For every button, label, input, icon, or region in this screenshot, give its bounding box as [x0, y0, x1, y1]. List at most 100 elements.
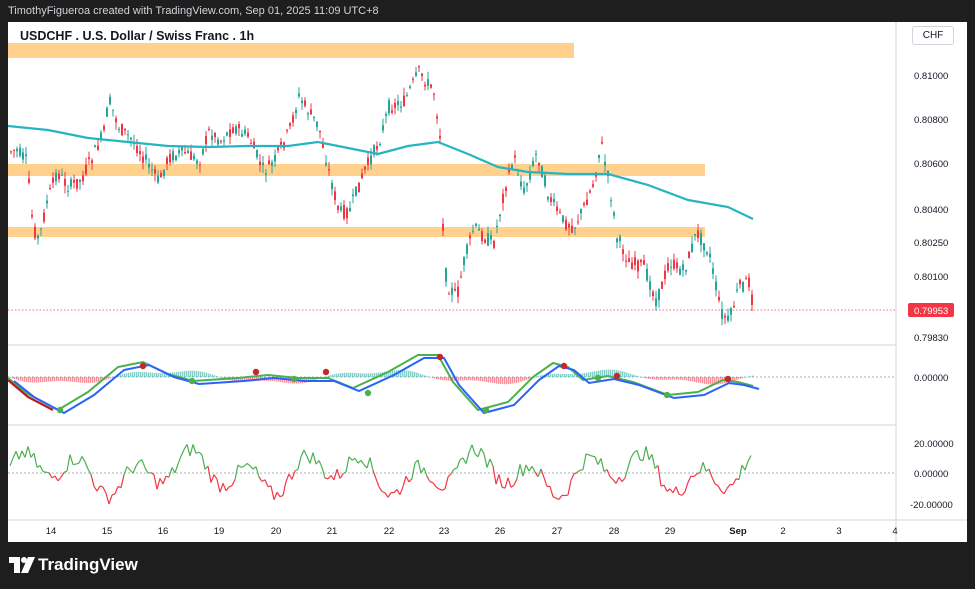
candle-body: [574, 227, 576, 229]
macd-histogram-bar: [122, 374, 124, 377]
candle-body: [445, 268, 447, 282]
macd-histogram-bar: [466, 377, 468, 381]
macd-histogram-bar: [452, 377, 454, 381]
support-zone[interactable]: [8, 227, 705, 237]
oscillator-segment: [90, 474, 95, 487]
date-label: Sep: [729, 526, 747, 537]
macd-histogram-bar: [94, 377, 96, 383]
macd-histogram-bar: [348, 372, 350, 377]
candle-body: [646, 268, 648, 281]
macd-histogram-bar: [460, 377, 462, 381]
oscillator-segment: [339, 473, 344, 479]
macd-cross-dot: [322, 368, 330, 376]
macd-histogram-bar: [438, 377, 440, 380]
oscillator-segment: [162, 475, 167, 485]
candle-body: [364, 166, 366, 170]
oscillator-segment: [168, 467, 173, 478]
oscillator-segment: [69, 454, 74, 465]
candle-body: [544, 175, 546, 187]
macd-histogram-bar: [550, 373, 552, 377]
candle-body: [670, 266, 672, 268]
oscillator-segment: [354, 458, 359, 464]
candle-body: [649, 281, 651, 290]
candle-body: [406, 95, 408, 97]
macd-histogram-bar: [350, 372, 352, 377]
date-label: 22: [384, 526, 395, 537]
oscillator-segment: [42, 470, 47, 473]
attribution-text: TimothyFigueroa created with TradingView…: [8, 5, 379, 17]
candle-body: [565, 219, 567, 230]
macd-histogram-bar: [472, 377, 474, 381]
oscillator-segment: [495, 474, 500, 485]
oscillator-segment: [60, 472, 65, 478]
candlestick-series[interactable]: [10, 65, 753, 326]
macd-histogram-bar: [542, 375, 544, 377]
macd-signal-line[interactable]: [8, 354, 754, 412]
candle-body: [679, 268, 681, 275]
macd-histogram-bar: [306, 377, 308, 383]
macd-histogram-bar: [734, 377, 736, 381]
macd-histogram-bar: [540, 375, 542, 377]
candle-body: [625, 260, 627, 262]
moving-average-line[interactable]: [8, 124, 754, 220]
candle-body: [454, 288, 456, 291]
oscillator-segment: [432, 482, 437, 488]
candle-body: [40, 228, 42, 230]
oscillator-segment: [447, 473, 452, 478]
chart-canvas[interactable]: 0.81000 0.80800 0.80600 0.80400 0.80250 …: [8, 22, 967, 542]
candle-body: [427, 79, 429, 86]
macd-histogram-bar: [712, 377, 714, 385]
oscillator-segment: [549, 486, 554, 497]
macd-histogram-bar: [704, 377, 706, 384]
currency-button[interactable]: CHF: [912, 26, 954, 45]
macd-histogram-bar: [90, 377, 92, 383]
oscillator-segment: [663, 484, 668, 492]
candle-body: [391, 110, 393, 113]
macd-bearish-segment: [8, 379, 54, 411]
macd-axis-label: 0.00000: [914, 373, 948, 384]
macd-histogram-bar: [62, 377, 64, 382]
macd-histogram-bar: [674, 377, 676, 380]
macd-histogram-bar: [448, 377, 450, 381]
resistance-zone-top[interactable]: [8, 43, 574, 58]
oscillator-segment: [135, 461, 140, 467]
candle-body: [532, 160, 534, 167]
candle-body: [583, 203, 585, 205]
macd-histogram-bar: [16, 377, 18, 380]
candle-body: [715, 281, 717, 291]
candle-body: [379, 144, 381, 146]
oscillator-series[interactable]: [9, 443, 752, 505]
oscillator-segment: [570, 473, 575, 481]
macd-histogram-bar: [690, 377, 692, 382]
date-label: 28: [609, 526, 620, 537]
macd-cross-dot: [724, 375, 732, 383]
candle-body: [151, 169, 153, 171]
macd-histogram-bar: [308, 377, 310, 383]
candle-body: [529, 172, 531, 180]
candle-body: [25, 154, 27, 157]
chart-pane[interactable]: 0.81000 0.80800 0.80600 0.80400 0.80250 …: [8, 22, 967, 542]
macd-histogram-bar: [404, 370, 406, 377]
oscillator-segment: [399, 486, 404, 495]
oscillator-segment: [429, 481, 434, 484]
macd-histogram-bar: [664, 377, 666, 380]
price-label: 0.79830: [914, 333, 948, 344]
macd-histogram-bar: [340, 373, 342, 377]
macd-histogram-bar: [426, 375, 428, 377]
oscillator-segment: [537, 468, 542, 477]
macd-histogram-bar: [654, 377, 656, 380]
oscillator-segment: [15, 451, 20, 460]
macd-histogram-bar: [696, 377, 698, 383]
oscillator-segment: [507, 477, 512, 488]
macd-histogram-bar: [590, 372, 592, 377]
candle-body: [736, 289, 738, 291]
oscillator-segment: [378, 486, 383, 492]
symbol-title[interactable]: USDCHF . U.S. Dollar / Swiss Franc . 1h: [20, 29, 255, 43]
macd-histogram-bar: [504, 377, 506, 385]
oscillator-segment: [711, 477, 716, 485]
macd-histogram-bar: [640, 377, 642, 378]
oscillator-segment: [45, 471, 50, 474]
oscillator-segment: [417, 459, 422, 474]
macd-histogram-bar: [636, 375, 638, 377]
oscillator-segment: [606, 469, 611, 477]
